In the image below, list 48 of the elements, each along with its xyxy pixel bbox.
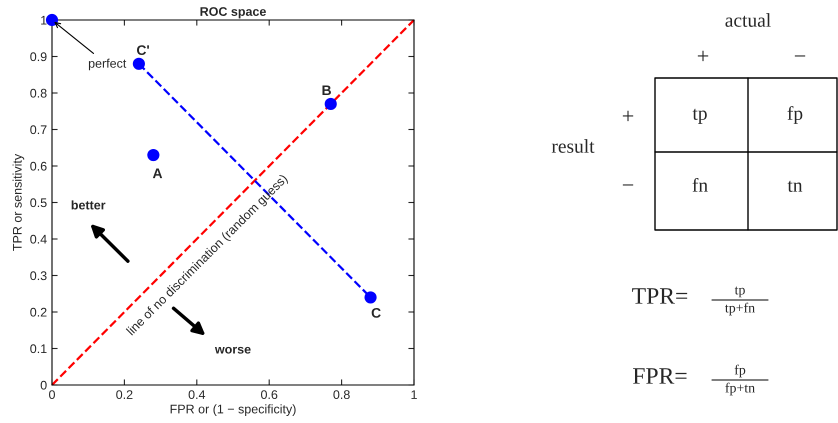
x-tick-label: 0.8 bbox=[333, 390, 350, 400]
annotation: better bbox=[72, 200, 106, 210]
y-axis-title: TPR or sensitivity bbox=[12, 154, 24, 251]
x-tick-label: 0 bbox=[49, 390, 55, 400]
text: tp+fn bbox=[725, 302, 755, 316]
x-tick-label: 0.4 bbox=[188, 390, 206, 400]
y-tick-label: 0.2 bbox=[30, 308, 47, 317]
text: result bbox=[552, 139, 594, 153]
annotation: B bbox=[322, 85, 331, 96]
text: fp bbox=[788, 106, 802, 124]
y-tick-label: 0.6 bbox=[30, 162, 47, 171]
point bbox=[147, 148, 160, 162]
point bbox=[132, 58, 145, 70]
chart-title: ROC space bbox=[200, 7, 266, 18]
text: fp bbox=[734, 364, 746, 378]
annotation: A bbox=[152, 168, 162, 178]
text: − bbox=[794, 55, 806, 57]
y-tick-label: 0.9 bbox=[30, 52, 47, 62]
text: tp bbox=[692, 108, 707, 124]
y-tick-label: 0.8 bbox=[30, 88, 47, 98]
y-tick-label: 0.3 bbox=[30, 271, 47, 280]
text: + bbox=[698, 50, 708, 62]
x-tick-label: 0.2 bbox=[116, 390, 132, 400]
annotation: worse bbox=[214, 346, 251, 354]
y-tick-label: 0 bbox=[40, 380, 47, 390]
point bbox=[46, 14, 58, 26]
text: TPR= bbox=[632, 288, 688, 304]
y-tick-label: 1 bbox=[41, 16, 47, 25]
point bbox=[324, 98, 337, 110]
y-tick-label: 0.4 bbox=[30, 234, 47, 244]
x-tick-label: 0.6 bbox=[261, 390, 278, 400]
x-axis-title: FPR or (1 − specificity) bbox=[170, 404, 296, 416]
text: − bbox=[622, 184, 634, 186]
annotation: C bbox=[372, 308, 381, 318]
text: FPR= bbox=[633, 368, 687, 384]
text: + bbox=[622, 110, 634, 122]
text: fp+tn bbox=[725, 382, 755, 396]
text: tn bbox=[788, 180, 802, 192]
x-tick-label: 1 bbox=[411, 390, 417, 399]
text: actual bbox=[725, 13, 771, 27]
annotation: C' bbox=[136, 45, 149, 56]
y-tick-label: 0.5 bbox=[30, 198, 47, 208]
text: fn bbox=[692, 178, 708, 192]
y-tick-label: 0.1 bbox=[30, 344, 47, 354]
point bbox=[364, 291, 377, 304]
y-tick-label: 0.7 bbox=[30, 125, 47, 134]
text: tp bbox=[734, 286, 745, 298]
annotation: perfect bbox=[88, 58, 126, 70]
